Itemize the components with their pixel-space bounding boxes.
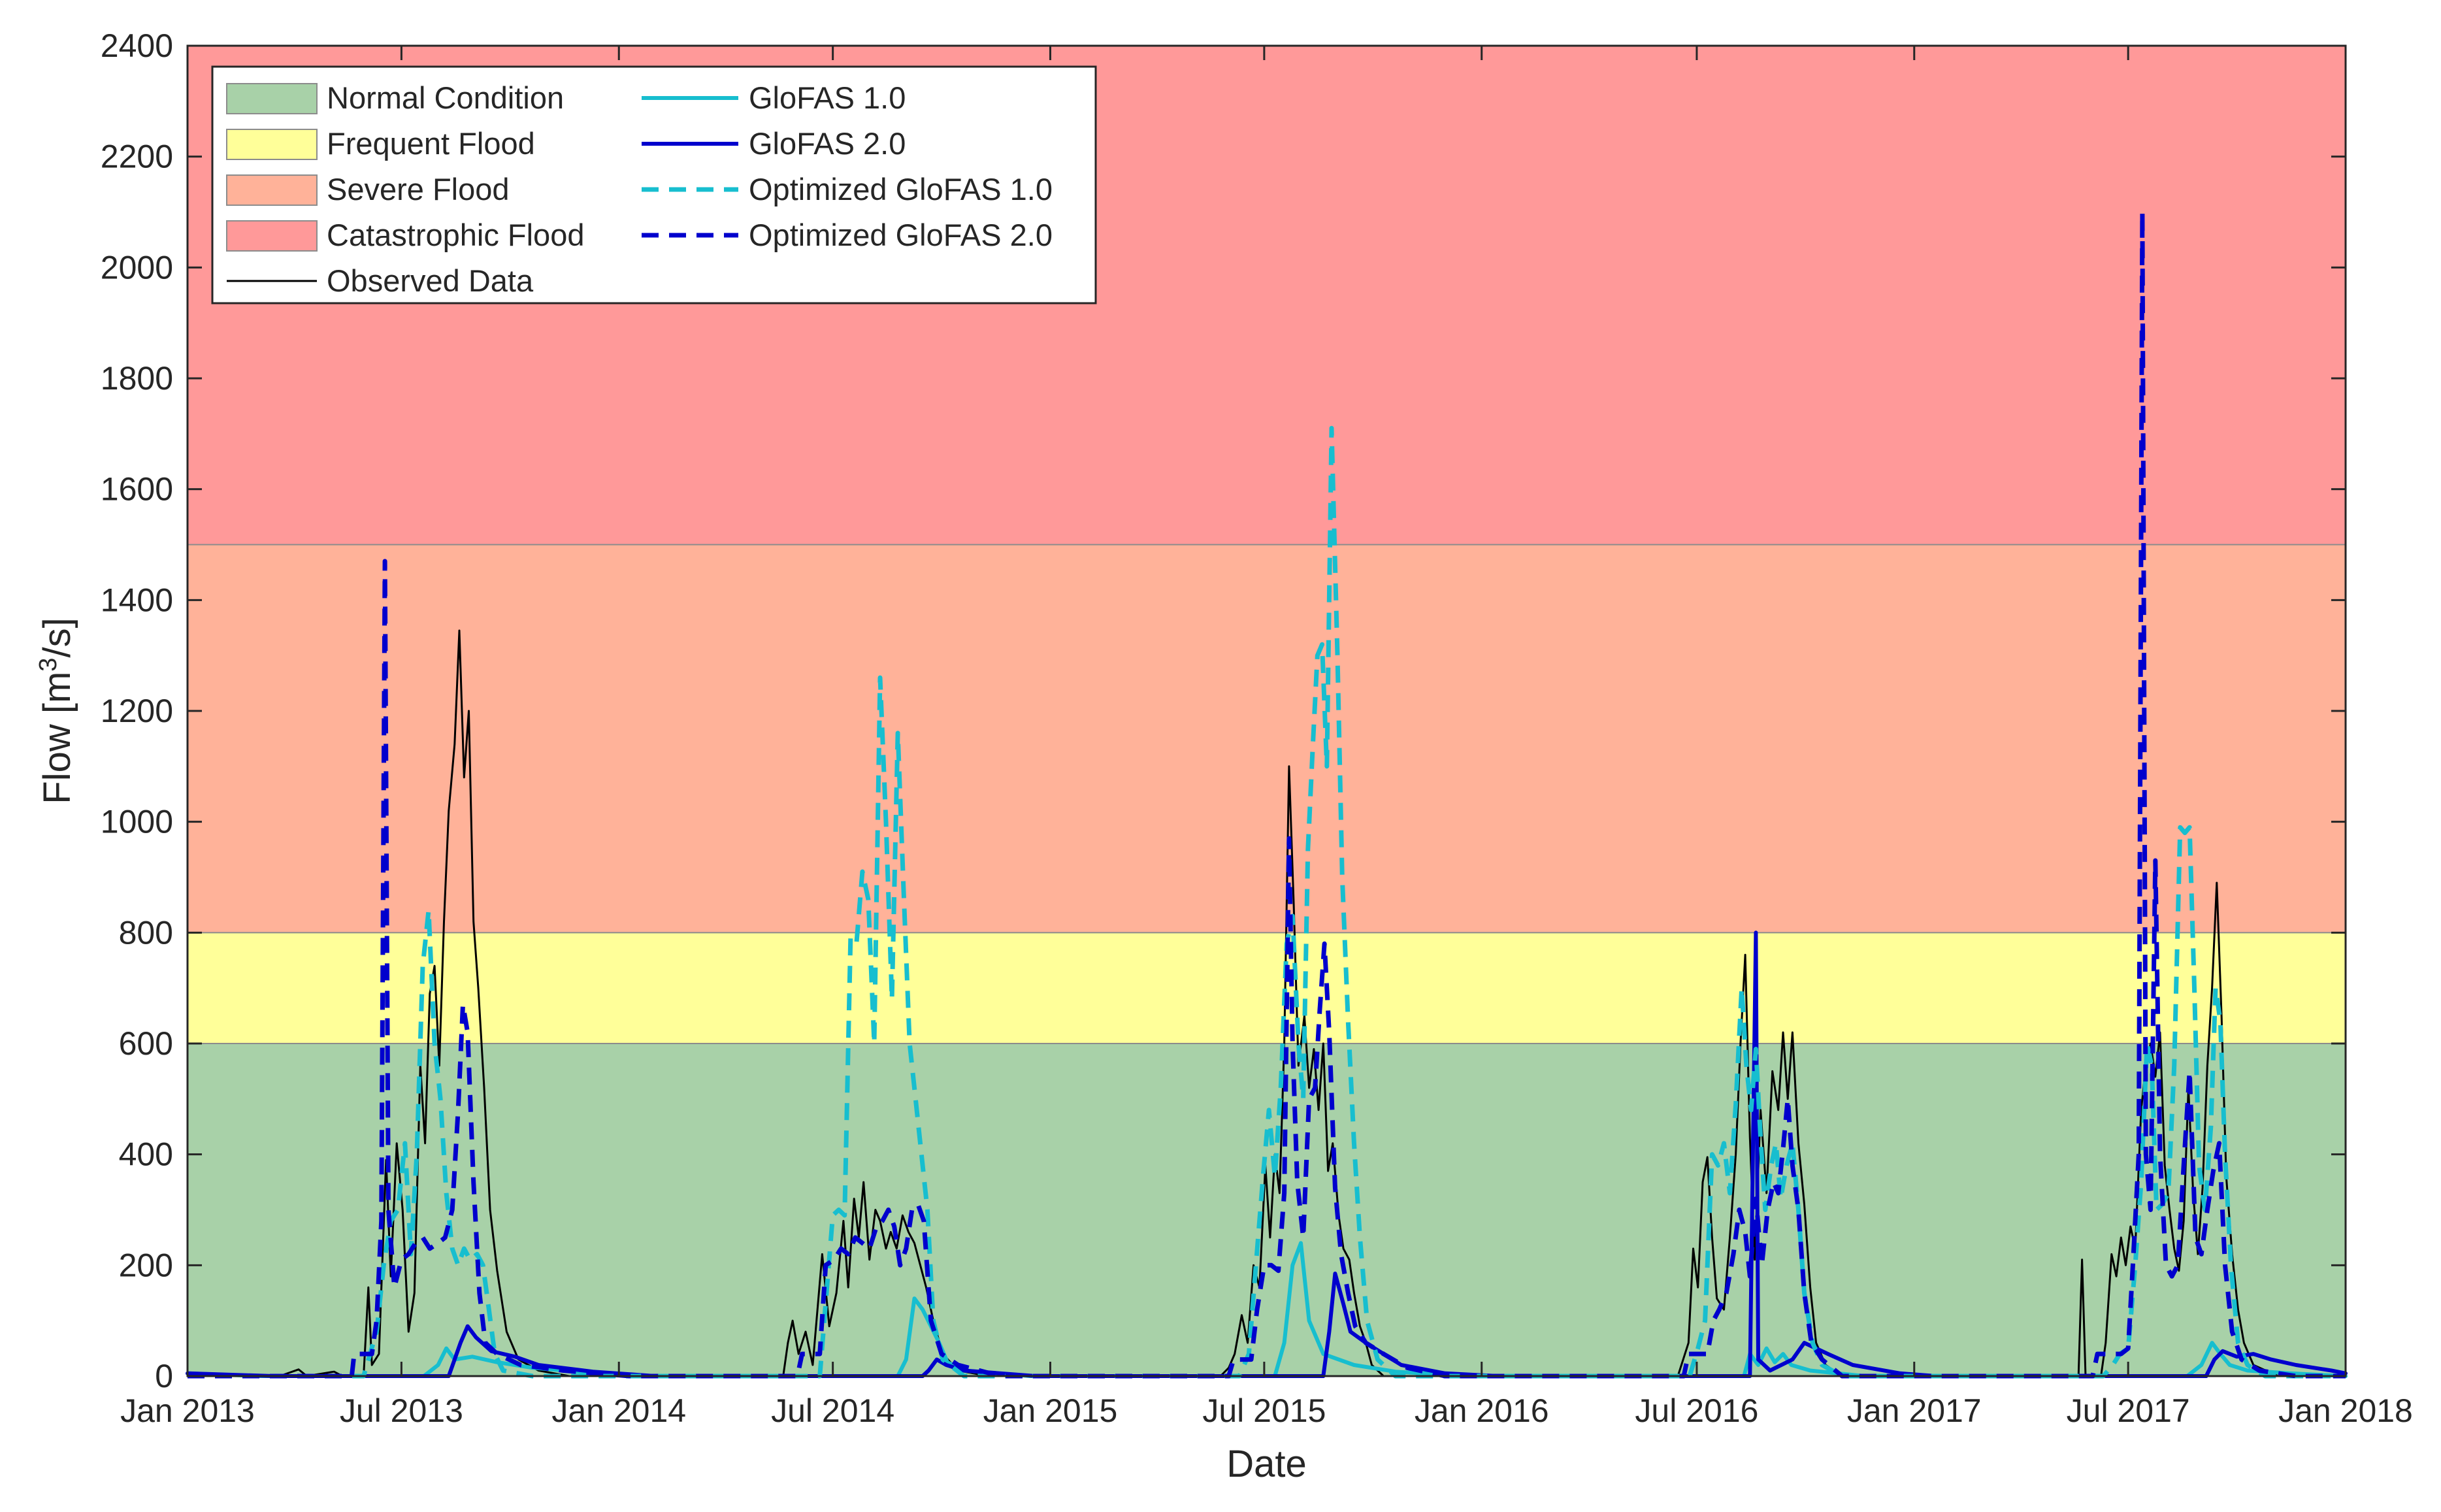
legend-label-glofas-2-0: GloFAS 2.0 (749, 126, 906, 161)
x-tick-label: Jan 2018 (2278, 1392, 2413, 1429)
band-severe-flood (188, 544, 2346, 933)
x-tick-label: Jan 2016 (1415, 1392, 1549, 1429)
flood-band-layer (188, 46, 2346, 1376)
x-tick-label: Jan 2015 (983, 1392, 1118, 1429)
series-line-observed-data (186, 629, 2347, 1377)
band-frequent-flood (188, 932, 2346, 1044)
y-axis-label-superscript: 3 (35, 658, 62, 672)
y-tick-label: 2200 (101, 139, 173, 175)
legend-swatch-frequent-flood (226, 129, 318, 160)
x-tick-label: Jan 2014 (551, 1392, 686, 1429)
tick-layer: 0 200 400 600 800 1000 1200 1400 1600 1800 2000 220… (101, 27, 2413, 1429)
y-tick-label: 2400 (101, 27, 173, 64)
x-tick-label: Jul 2014 (771, 1392, 894, 1429)
legend-label-observed-data: Observed Data (327, 263, 534, 298)
x-axis-label: Date (1226, 1443, 1307, 1485)
legend-label-severe-flood: Severe Flood (327, 172, 510, 206)
legend-label-glofas-1-0: GloFAS 1.0 (749, 80, 906, 115)
x-tick-label: Jul 2015 (1202, 1392, 1326, 1429)
y-tick-label: 1800 (101, 360, 173, 397)
y-axis-label: Flow [m3/s] (35, 617, 78, 804)
y-tick-label: 200 (119, 1247, 173, 1283)
x-tick-label: Jan 2017 (1847, 1392, 1982, 1429)
legend-label-frequent-flood: Frequent Flood (327, 126, 535, 161)
y-axis-label-end: /s] (36, 617, 78, 657)
y-tick-label: 400 (119, 1136, 173, 1173)
series-line-optimized-glofas-1-0 (188, 425, 2346, 1379)
y-tick-label: 2000 (101, 249, 173, 286)
y-tick-label: 0 (155, 1358, 173, 1394)
y-tick-label: 1600 (101, 471, 173, 508)
legend-box (211, 65, 1097, 304)
legend-swatch-catastrophic-flood (226, 220, 318, 252)
x-tick-label: Jan 2013 (120, 1392, 255, 1429)
y-tick-label: 1400 (101, 582, 173, 618)
legend-swatch-severe-flood (226, 174, 318, 206)
x-tick-label: Jul 2016 (1635, 1392, 1758, 1429)
y-tick-label: 600 (119, 1025, 173, 1062)
y-tick-label: 1200 (101, 693, 173, 729)
y-tick-label: 1000 (101, 804, 173, 840)
legend: Normal Condition Frequent Flood Severe Flo… (211, 65, 1097, 304)
series-line-optimized-glofas-2-0 (188, 210, 2346, 1379)
legend-label-optimized-glofas-2-0: Optimized GloFAS 2.0 (749, 218, 1053, 252)
band-normal-condition (188, 1044, 2346, 1376)
legend-swatch-normal-condition (226, 83, 318, 114)
legend-label-optimized-glofas-1-0: Optimized GloFAS 1.0 (749, 172, 1053, 206)
y-tick-label: 800 (119, 914, 173, 951)
y-axis-label-main: Flow [m (36, 672, 78, 804)
x-tick-label: Jul 2013 (340, 1392, 463, 1429)
x-tick-label: Jul 2017 (2067, 1392, 2190, 1429)
legend-label-normal-condition: Normal Condition (327, 80, 564, 115)
legend-label-catastrophic-flood: Catastrophic Flood (327, 218, 584, 252)
